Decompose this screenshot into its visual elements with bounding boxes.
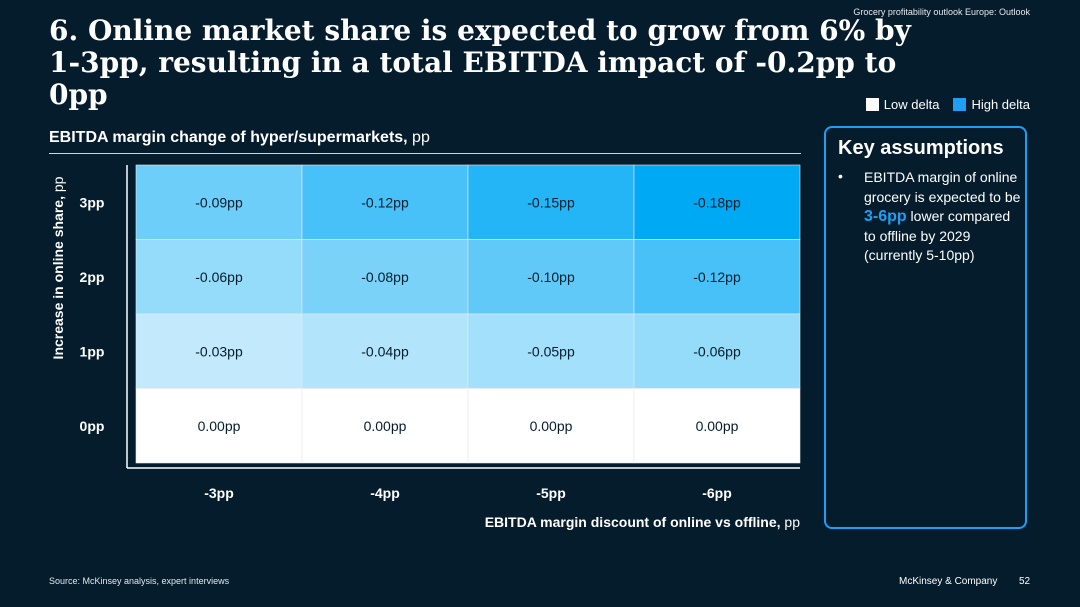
x-axis-title: EBITDA margin discount of online vs offl… xyxy=(485,514,800,530)
cell-label: -0.12pp xyxy=(361,194,409,210)
y-tick-label: 0pp xyxy=(80,418,105,434)
legend-swatch-high xyxy=(953,98,967,111)
x-axis-title-bold: EBITDA margin discount of online vs offl… xyxy=(484,514,781,530)
cell-label: -0.10pp xyxy=(527,269,575,285)
legend-item-low: Low delta xyxy=(865,97,940,112)
cell-label: 0.00pp xyxy=(364,418,407,434)
cell-label: -0.08pp xyxy=(361,269,409,285)
cell-label: -0.05pp xyxy=(527,343,575,359)
page-number: 52 xyxy=(1019,576,1031,587)
heading-divider xyxy=(49,153,801,154)
key-assumptions-title: Key assumptions xyxy=(838,137,1004,159)
cell-label: -0.06pp xyxy=(195,269,243,285)
heatmap-cell xyxy=(135,164,303,240)
heatmap-cell xyxy=(467,239,635,315)
cell-label: -0.03pp xyxy=(195,343,243,359)
cell-label: -0.12pp xyxy=(693,269,741,285)
y-tick-label: 2pp xyxy=(80,269,105,285)
cell-label: -0.04pp xyxy=(361,343,409,359)
source-note: Source: McKinsey analysis, expert interv… xyxy=(49,576,230,586)
cell-label: 0.00pp xyxy=(198,418,241,434)
heatmap-cell xyxy=(633,313,801,389)
y-tick-label: 3pp xyxy=(80,194,105,210)
key-assumptions-panel: Key assumptions • EBITDA margin of onlin… xyxy=(824,126,1027,529)
x-tick-label: -4pp xyxy=(370,485,400,501)
cell-label: -0.06pp xyxy=(693,343,741,359)
page-title: 6. Online market share is expected to gr… xyxy=(49,14,911,111)
legend-label-high: High delta xyxy=(971,97,1030,112)
cell-label: -0.09pp xyxy=(195,194,243,210)
x-tick-label: -3pp xyxy=(204,485,234,501)
chart-heading-bold: EBITDA margin change of hyper/supermarke… xyxy=(49,129,408,146)
heatmap-cell xyxy=(467,388,635,464)
heatmap-cell xyxy=(301,388,469,464)
chart-heading: EBITDA margin change of hyper/supermarke… xyxy=(49,129,430,147)
heatmap-cell xyxy=(301,164,469,240)
cell-label: 0.00pp xyxy=(696,418,739,434)
x-tick-label: -6pp xyxy=(702,485,732,501)
assumption-highlight: 3-6pp xyxy=(864,208,907,225)
x-tick-label: -5pp xyxy=(536,485,566,501)
bullet-marker: • xyxy=(838,168,843,184)
heatmap-cell xyxy=(135,239,303,315)
heatmap-cell xyxy=(633,388,801,464)
assumption-text-before: EBITDA margin of online grocery is expec… xyxy=(864,169,1021,205)
cell-label: -0.18pp xyxy=(693,194,741,210)
x-axis-title-unit: pp xyxy=(780,514,800,530)
report-tag: Grocery profitability outlook Europe: Ou… xyxy=(853,7,1030,17)
legend-item-high: High delta xyxy=(953,97,1030,112)
heatmap-cell xyxy=(135,388,303,464)
assumption-text-after: lower compared to offline by 2029 (curre… xyxy=(864,208,1011,263)
heatmap-cell xyxy=(633,164,801,240)
legend-label-low: Low delta xyxy=(883,97,940,112)
heatmap-cell xyxy=(467,313,635,389)
y-tick-label: 1pp xyxy=(80,343,105,359)
heatmap-cell xyxy=(301,239,469,315)
assumption-text: EBITDA margin of online grocery is expec… xyxy=(864,168,1024,266)
heatmap-cell xyxy=(301,313,469,389)
chart-heading-unit: pp xyxy=(407,129,430,146)
legend: Low delta High delta xyxy=(865,97,1030,112)
legend-swatch-low xyxy=(865,98,879,111)
brand-name: McKinsey & Company xyxy=(899,576,998,587)
heatmap-cell xyxy=(633,239,801,315)
cell-label: -0.15pp xyxy=(527,194,575,210)
cell-label: 0.00pp xyxy=(530,418,573,434)
heatmap-cell xyxy=(467,164,635,240)
